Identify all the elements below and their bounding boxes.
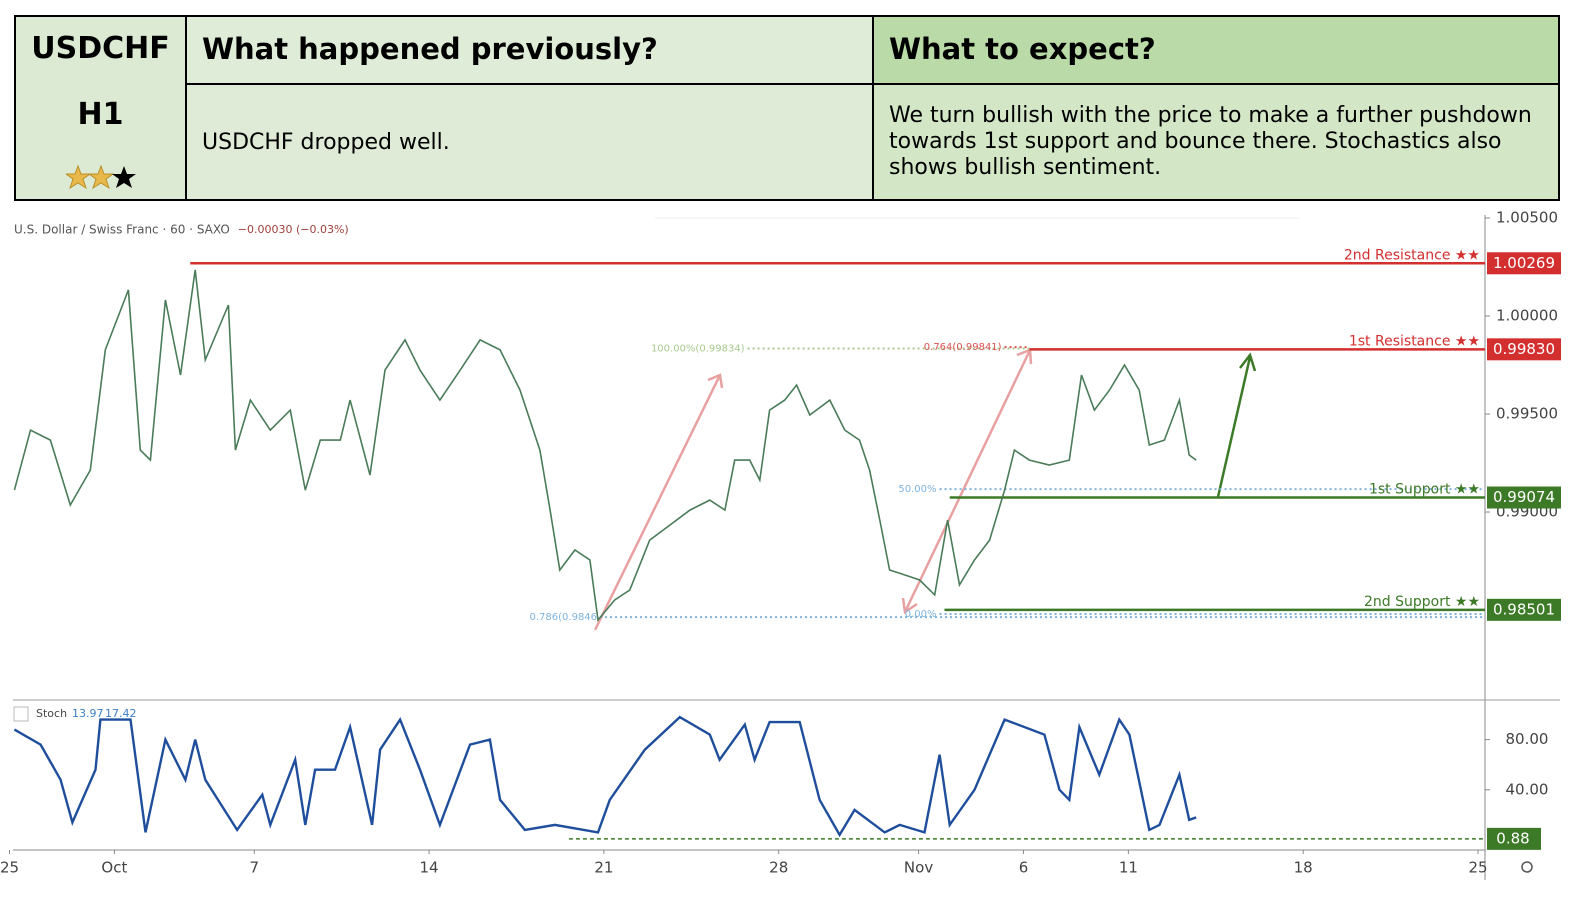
x-tick-label: 14 — [420, 859, 439, 877]
x-tick-label: 25 — [0, 859, 19, 877]
level-name: 1st Resistance ★★ — [1349, 333, 1480, 349]
fib-label: 50.00% — [898, 484, 936, 495]
x-tick-label: Oct — [101, 859, 127, 877]
price-change: −0.00030 (−0.03%) — [238, 223, 349, 236]
timeframe: H1 — [77, 97, 124, 132]
fib-label: 100.00%(0.99834) — [651, 344, 745, 355]
level-box — [1487, 598, 1561, 621]
y-tick-label: 0.99500 — [1496, 405, 1558, 423]
x-tick-label: 25 — [1468, 859, 1487, 877]
legend-value: 17.42 — [105, 707, 137, 720]
fib-label: 0.786(0.9846 — [530, 612, 598, 623]
arrows — [593, 348, 1257, 631]
series-line — [13, 269, 1197, 622]
level-box — [1487, 827, 1541, 850]
x-tick-label: 28 — [769, 859, 788, 877]
symbol-cell: USDCHF H1 — [16, 17, 187, 199]
fib-label: 0.00% — [905, 609, 937, 620]
x-tick-label: 6 — [1019, 859, 1029, 877]
level-value: 0.99830 — [1493, 340, 1555, 358]
x-tick-label: 21 — [594, 859, 613, 877]
x-tick-label: 11 — [1119, 859, 1138, 877]
stoch-toggle[interactable] — [13, 706, 29, 722]
level-value: 0.98501 — [1493, 600, 1555, 618]
y-tick-label: 80.00 — [1506, 730, 1549, 748]
level-value: 1.00269 — [1493, 254, 1555, 272]
legend-value: 13.97 — [72, 707, 104, 720]
level-box — [1487, 338, 1561, 361]
legend-name: Stoch — [36, 707, 67, 720]
y-tick-label: 40.00 — [1506, 780, 1549, 798]
y-tick-label: 1.00000 — [1496, 307, 1558, 325]
chart-title: U.S. Dollar / Swiss Franc · 60 · SAXO — [14, 223, 230, 237]
series-line — [13, 715, 1197, 838]
level-box — [1487, 252, 1561, 275]
level-box — [1487, 486, 1561, 509]
y-tick-label: 1.00500 — [1496, 209, 1558, 227]
level-value: 0.99074 — [1493, 488, 1555, 506]
previous-text: USDCHF dropped well. — [187, 85, 874, 199]
x-tick-label: 7 — [249, 859, 259, 877]
x-tick-label: 18 — [1294, 859, 1313, 877]
level-name: 1st Support ★★ — [1369, 482, 1480, 498]
level-name: 2nd Support ★★ — [1364, 594, 1480, 610]
level-value: 0.88 — [1496, 829, 1529, 847]
rating-stars — [66, 165, 136, 190]
info-table: USDCHF H1 What happened previously? What… — [14, 15, 1560, 201]
expect-text: We turn bullish with the price to make a… — [874, 85, 1558, 199]
previous-header: What happened previously? — [187, 17, 874, 85]
level-name: 2nd Resistance ★★ — [1344, 247, 1480, 263]
symbol: USDCHF — [31, 31, 170, 66]
x-tick-label: Nov — [904, 859, 933, 877]
settings-icon[interactable] — [1521, 861, 1533, 873]
expect-header: What to expect? — [874, 17, 1558, 85]
fib-label: 0.764(0.99841) — [924, 342, 1002, 353]
